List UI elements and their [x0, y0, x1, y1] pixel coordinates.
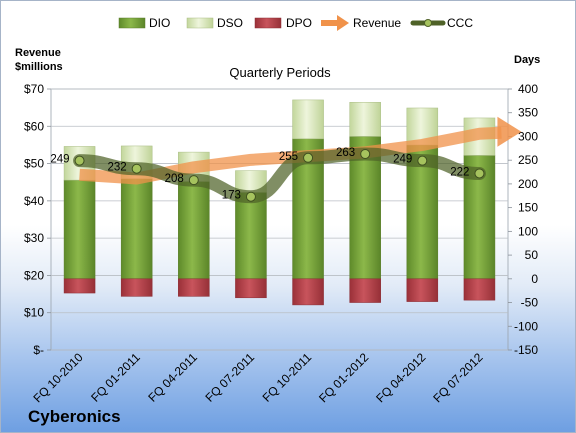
right-tick-label: 350	[518, 106, 538, 120]
right-tick-label: 250	[518, 153, 538, 167]
bar-dpo	[349, 278, 381, 303]
bars	[63, 99, 496, 306]
ccc-marker	[245, 191, 256, 202]
right-tick-label: 0	[531, 272, 538, 286]
left-tick-label: $20	[24, 268, 44, 282]
bar-dpo	[178, 278, 210, 297]
right-tick-label: 200	[518, 177, 538, 191]
legend-label-ccc: CCC	[447, 16, 473, 30]
legend: DIO DSO DPO Revenue CCC	[118, 15, 473, 31]
legend-marker-ccc	[424, 19, 432, 27]
ccc-marker	[303, 152, 314, 163]
legend-item-dio: DIO	[118, 16, 170, 30]
legend-item-dso: DSO	[186, 16, 243, 30]
ccc-marker	[474, 168, 485, 179]
ccc-data-label: 249	[393, 154, 412, 166]
legend-arrow-revenue	[321, 15, 349, 31]
legend-item-revenue: Revenue	[321, 15, 401, 31]
chart-title: Quarterly Periods	[229, 65, 331, 80]
legend-label-revenue: Revenue	[353, 16, 401, 30]
legend-item-ccc: CCC	[410, 16, 473, 30]
right-tick-label: -100	[514, 319, 538, 333]
left-axis-title-line2: $millions	[15, 61, 63, 73]
bar-dso	[349, 102, 381, 137]
bar-dio	[63, 179, 96, 280]
left-tick-label: $10	[24, 306, 44, 320]
ccc-data-label: 255	[279, 151, 298, 163]
legend-label-dso: DSO	[217, 16, 243, 30]
bar-dpo	[63, 278, 96, 294]
left-tick-label: $30	[24, 231, 44, 245]
ccc-marker	[417, 155, 428, 166]
ccc-data-label: 173	[222, 190, 241, 202]
bar-dio	[178, 181, 210, 280]
bar-dpo	[292, 278, 324, 306]
left-tick-label: $40	[24, 194, 44, 208]
x-tick-label: FQ 07-2011	[203, 350, 258, 405]
left-tick-label: $60	[24, 119, 44, 133]
left-axis: $- $10 $20 $30 $40 $50 $60 $70	[24, 82, 51, 357]
bar-dso	[292, 99, 324, 140]
legend-swatch-dso	[186, 17, 214, 29]
x-axis: FQ 10-2010 FQ 01-2011 FQ 04-2011 FQ 07-2011…	[30, 350, 485, 405]
ccc-marker	[74, 155, 85, 166]
bar-dio	[235, 192, 267, 280]
ccc-marker	[188, 175, 199, 186]
bar-dpo	[120, 278, 153, 297]
legend-label-dpo: DPO	[286, 16, 312, 30]
x-tick-label: FQ 04-2011	[145, 350, 200, 405]
ccc-line	[73, 147, 486, 204]
company-name: Cyberonics	[28, 407, 121, 426]
x-tick-label: FQ 10-2010	[30, 350, 85, 405]
bar-dio	[120, 178, 153, 280]
right-tick-label: 50	[525, 248, 539, 262]
bar-dpo	[235, 278, 267, 299]
x-tick-label: FQ 01-2012	[316, 350, 371, 405]
ccc-data-label: 222	[450, 166, 469, 178]
x-tick-label: FQ 10-2011	[260, 350, 315, 405]
right-axis: -150 -100 -50 0 50 100 150 200 250 300 350 400	[508, 82, 538, 357]
legend-swatch-dpo	[254, 17, 282, 29]
legend-label-dio: DIO	[149, 16, 170, 30]
right-tick-label: -150	[514, 343, 538, 357]
legend-swatch-dio	[118, 17, 146, 29]
right-tick-label: 150	[518, 201, 538, 215]
bar-dpo	[406, 278, 439, 302]
x-tick-label: FQ 04-2012	[373, 350, 428, 405]
ccc-data-label: 263	[336, 147, 355, 159]
right-tick-label: -50	[521, 296, 539, 310]
revenue-arrowhead	[497, 116, 522, 147]
right-tick-label: 300	[518, 129, 538, 143]
right-tick-label: 100	[518, 224, 538, 238]
right-axis-title: Days	[514, 54, 540, 66]
x-tick-label: FQ 07-2012	[430, 350, 485, 405]
x-tick-label: FQ 01-2011	[88, 350, 143, 405]
left-tick-label: $70	[24, 82, 44, 96]
ccc-data-label: 249	[50, 154, 69, 166]
plot-area: $- $10 $20 $30 $40 $50 $60 $70 -150 -100 -50 0 50 10…	[24, 82, 538, 405]
ccc-series: 249 232 208 173 255 263 249 222	[50, 147, 486, 204]
left-axis-title-line1: Revenue	[15, 47, 61, 59]
right-tick-label: 400	[518, 82, 538, 96]
bar-dpo	[463, 278, 496, 301]
ccc-data-label: 232	[108, 162, 127, 174]
legend-item-dpo: DPO	[254, 16, 312, 30]
left-tick-label: $50	[24, 157, 44, 171]
ccc-marker	[131, 163, 142, 174]
left-tick-label: $-	[33, 343, 44, 357]
ccc-data-label: 208	[165, 173, 184, 185]
plot-frame	[50, 88, 509, 351]
ccc-marker	[360, 149, 371, 160]
gridlines	[51, 88, 508, 351]
